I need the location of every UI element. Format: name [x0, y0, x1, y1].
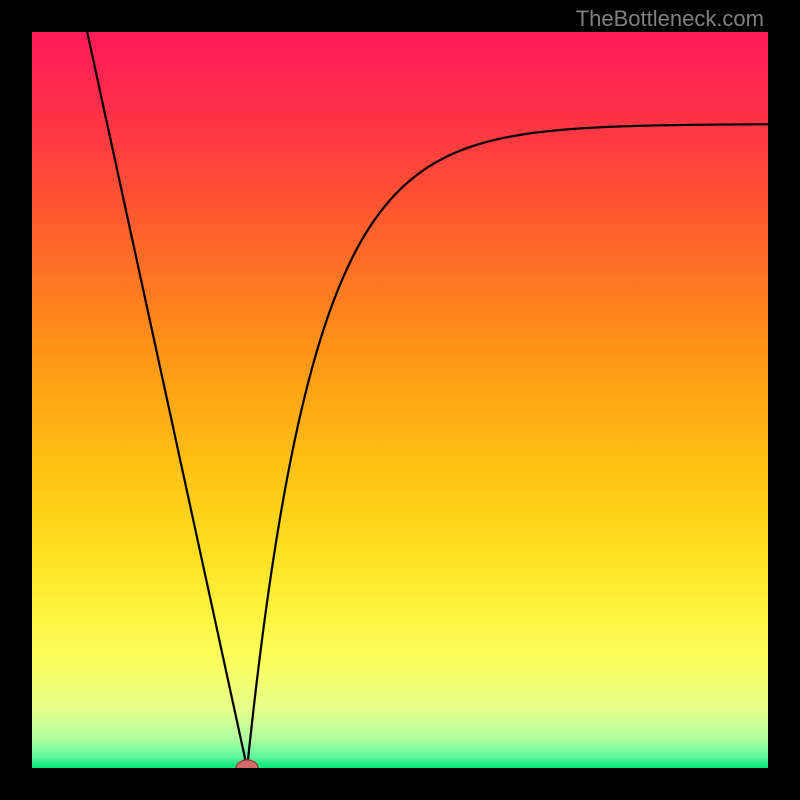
bottleneck-curve-chart: [32, 32, 768, 768]
watermark-text: TheBottleneck.com: [576, 6, 764, 32]
chart-background: [32, 32, 768, 768]
plot-area: [32, 32, 768, 768]
chart-frame: TheBottleneck.com: [0, 0, 800, 800]
